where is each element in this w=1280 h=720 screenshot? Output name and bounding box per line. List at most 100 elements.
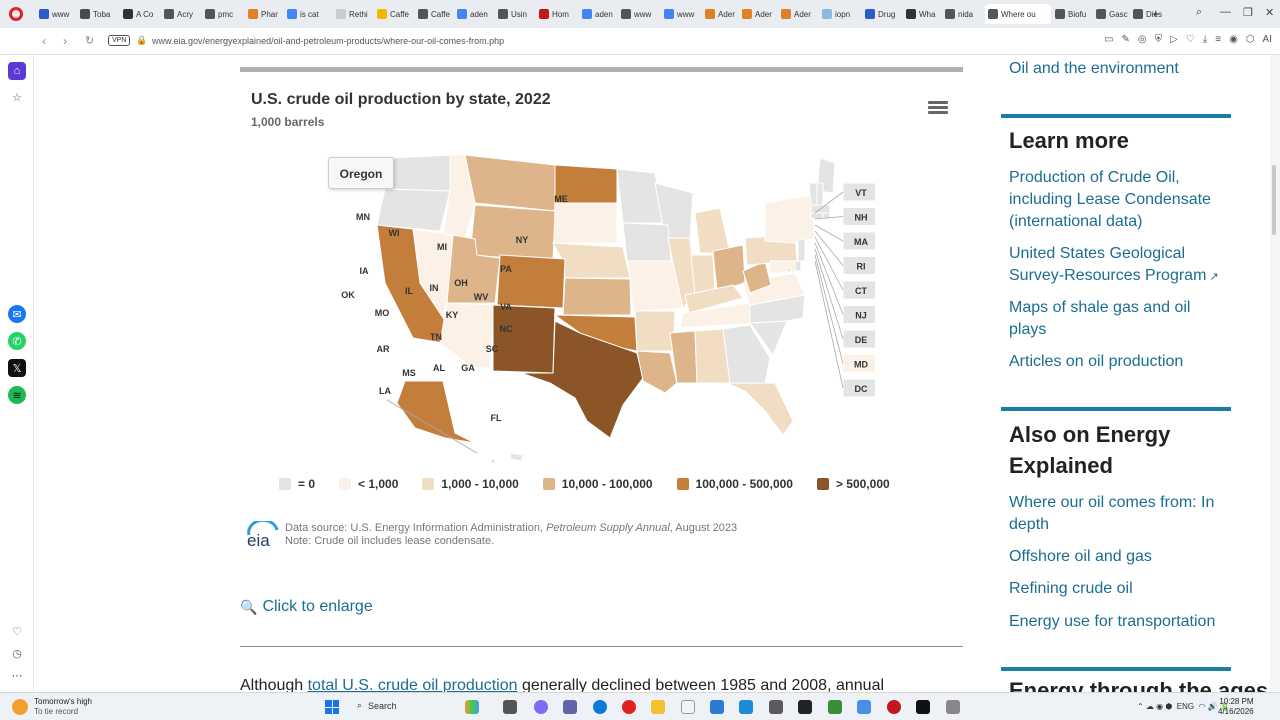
state-mi[interactable] xyxy=(694,207,731,254)
state-ky[interactable] xyxy=(684,284,744,314)
chart-menu-icon[interactable] xyxy=(928,101,948,115)
state-la[interactable] xyxy=(636,350,678,394)
browser-tab[interactable]: Hom xyxy=(536,4,578,24)
browser-tab[interactable]: Biofu xyxy=(1052,4,1092,24)
back-icon[interactable]: ‹ xyxy=(42,34,46,48)
state-oh[interactable] xyxy=(712,244,746,292)
profile-icon[interactable]: ◉ xyxy=(1229,34,1238,45)
favorites-icon[interactable]: ♡ xyxy=(12,625,22,638)
legend-item[interactable]: < 1,000 xyxy=(339,477,398,491)
browser-tab[interactable]: nida xyxy=(942,4,984,24)
learn-link-shale-maps[interactable]: Maps of shale gas and oil plays xyxy=(1009,299,1191,338)
browser-tab[interactable]: www xyxy=(36,4,76,24)
browser-tab[interactable]: Gasc xyxy=(1093,4,1129,24)
file-explorer-icon[interactable] xyxy=(651,700,665,714)
state-nh[interactable] xyxy=(816,182,824,206)
state-hi[interactable] xyxy=(509,452,524,462)
learn-link-articles[interactable]: Articles on oil production xyxy=(1009,353,1184,370)
state-wy[interactable] xyxy=(469,204,556,262)
record-icon[interactable] xyxy=(887,700,901,714)
download-icon[interactable]: ⤓ xyxy=(1202,34,1208,45)
system-tray[interactable]: ⌃ ☁ ◉ ⬢ ENG ◠ 🔊 🔋 xyxy=(1137,702,1230,711)
state-ny[interactable] xyxy=(764,194,816,244)
messenger-icon[interactable]: ✉ xyxy=(8,305,26,323)
reload-icon[interactable]: ↻ xyxy=(85,35,95,47)
state-tx[interactable] xyxy=(520,320,644,439)
state-nj[interactable] xyxy=(797,238,806,262)
home-icon[interactable]: ⌂ xyxy=(8,62,26,80)
history-icon[interactable]: ◷ xyxy=(12,647,22,660)
heart-icon[interactable]: ♡ xyxy=(1185,34,1195,45)
also-link-transportation[interactable]: Energy use for transportation xyxy=(1009,613,1216,630)
legend-item[interactable]: = 0 xyxy=(279,477,315,491)
browser-tab[interactable]: Ader xyxy=(778,4,818,24)
extensions-icon[interactable]: ⬡ xyxy=(1245,34,1255,45)
browser-tab[interactable]: Acry xyxy=(161,4,201,24)
total-production-link[interactable]: total U.S. crude oil production xyxy=(307,677,518,692)
browser-tab[interactable]: Caffe xyxy=(374,4,414,24)
state-mt[interactable] xyxy=(464,154,556,212)
widgets-icon[interactable] xyxy=(465,700,479,714)
weather-widget[interactable]: Tomorrow's high To tie record xyxy=(34,697,92,717)
oil-environment-link[interactable]: Oil and the environment xyxy=(1009,60,1179,77)
calculator-icon[interactable] xyxy=(769,700,783,714)
browser-tab[interactable]: is cat xyxy=(284,4,332,24)
ai-icon[interactable]: AI xyxy=(1262,34,1272,45)
opera-logo-icon[interactable] xyxy=(9,7,23,21)
state-or[interactable] xyxy=(376,188,451,232)
state-de[interactable] xyxy=(794,260,802,272)
vpn-badge[interactable]: VPN xyxy=(108,35,131,46)
monitor-app-icon[interactable] xyxy=(710,700,724,714)
click-to-enlarge-link[interactable]: 🔍 Click to enlarge xyxy=(240,598,373,616)
language-indicator[interactable]: ENG xyxy=(1176,702,1195,711)
browser-tab[interactable]: iopn xyxy=(819,4,861,24)
weather-icon[interactable] xyxy=(12,699,28,715)
menu-icon[interactable]: ≡ xyxy=(1215,34,1222,45)
state-dc[interactable] xyxy=(786,267,792,273)
browser-tab[interactable]: Wha xyxy=(903,4,941,24)
browser-tab[interactable]: Ader xyxy=(739,4,777,24)
state-sd[interactable] xyxy=(552,202,618,244)
maximize-icon[interactable]: ❐ xyxy=(1243,7,1253,19)
browser-tab[interactable]: Rethi xyxy=(333,4,373,24)
page-scrollbar[interactable] xyxy=(1270,55,1280,692)
spotify-icon[interactable]: ≋ xyxy=(8,386,26,404)
browser-tab[interactable]: Where ou xyxy=(985,4,1051,24)
app-blue-icon[interactable] xyxy=(857,700,871,714)
copilot-icon[interactable] xyxy=(534,700,548,714)
lock-icon[interactable]: 🔒 xyxy=(136,35,148,45)
search-tabs-icon[interactable]: ⌕ xyxy=(1196,6,1203,18)
state-mo[interactable] xyxy=(626,260,684,312)
task-view-icon[interactable] xyxy=(503,700,517,714)
pin-icon[interactable]: ☆ xyxy=(12,91,22,104)
url-field[interactable]: www.eia.gov/energyexplained/oil-and-petr… xyxy=(152,36,505,46)
legend-item[interactable]: 1,000 - 10,000 xyxy=(422,477,519,491)
new-tab-button[interactable]: + xyxy=(1152,6,1160,21)
camera-icon[interactable]: ◎ xyxy=(1137,34,1147,45)
state-fl[interactable] xyxy=(726,382,794,436)
forward-icon[interactable]: › xyxy=(63,34,67,48)
x-icon[interactable]: 𝕏 xyxy=(8,359,26,377)
edge-icon[interactable] xyxy=(593,700,607,714)
also-link-refining[interactable]: Refining crude oil xyxy=(1009,580,1133,597)
play-icon[interactable]: ▷ xyxy=(1170,34,1178,45)
legend-item[interactable]: 100,000 - 500,000 xyxy=(676,477,793,491)
minimize-icon[interactable]: — xyxy=(1220,6,1231,18)
browser-tab[interactable]: Phar xyxy=(245,4,283,24)
browser-tab[interactable]: Drug xyxy=(862,4,902,24)
state-vt[interactable] xyxy=(808,182,818,206)
browser-tab[interactable]: Dies xyxy=(1130,4,1166,24)
browser-tab[interactable]: Usin xyxy=(495,4,535,24)
state-ia[interactable] xyxy=(622,222,672,262)
photos-icon[interactable] xyxy=(739,700,753,714)
browser-tab[interactable]: Toba xyxy=(77,4,119,24)
state-ks[interactable] xyxy=(562,277,632,316)
scroll-thumb[interactable] xyxy=(1272,165,1276,235)
terminal-icon[interactable] xyxy=(798,700,812,714)
state-ar[interactable] xyxy=(634,310,676,352)
browser-tab[interactable]: Caffe xyxy=(415,4,453,24)
opera-taskbar-icon[interactable] xyxy=(622,700,636,714)
app-green-icon[interactable] xyxy=(828,700,842,714)
taskbar-search[interactable]: ⌕ Search xyxy=(357,700,397,711)
clock[interactable]: 10:28 PM 4/16/2026 xyxy=(1218,697,1254,717)
